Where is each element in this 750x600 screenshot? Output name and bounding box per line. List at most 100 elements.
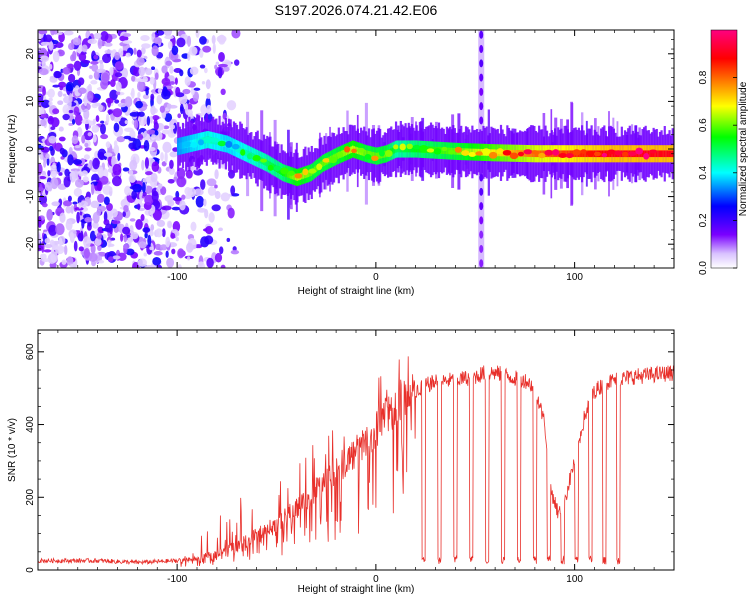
noise-blob — [150, 172, 158, 183]
noise-blob — [46, 209, 53, 221]
noise-blob — [149, 230, 154, 237]
ridge-core — [266, 159, 269, 167]
ridge-core — [181, 142, 185, 149]
ridge-blob — [419, 144, 428, 152]
ridge-blob — [329, 156, 338, 164]
noise-blob — [132, 66, 141, 77]
noise-blob — [114, 61, 124, 70]
noise-blob — [111, 175, 122, 187]
noise-blob — [87, 252, 98, 262]
noise-blob — [77, 87, 87, 95]
noise-blob — [108, 243, 115, 247]
ridge-core — [410, 145, 414, 153]
ridge-core — [469, 148, 472, 156]
noise-blob — [89, 230, 96, 242]
noise-blob — [76, 211, 80, 224]
noise-blob — [205, 226, 214, 235]
ridge-core — [472, 148, 476, 156]
ridge-blob — [197, 139, 205, 146]
noise-blob — [91, 63, 99, 72]
noise-blob — [220, 264, 226, 268]
ridge-core — [530, 150, 533, 157]
ridge-blob — [356, 147, 366, 153]
noise-blob — [230, 249, 240, 255]
noise-blob — [121, 67, 129, 79]
noise-blob — [151, 66, 156, 71]
noise-blob — [136, 57, 145, 66]
ridge-core — [363, 149, 366, 157]
noise-blob — [220, 192, 231, 202]
spike-blob — [479, 244, 484, 253]
spike-blob — [479, 73, 484, 82]
noise-blob — [169, 65, 174, 74]
noise-blob — [219, 246, 224, 255]
spike-blob — [479, 259, 484, 268]
noise-blob — [52, 84, 60, 88]
y-tick-label: 0 — [25, 146, 36, 152]
noise-blob — [49, 63, 53, 70]
colorbar-tick-label: 0.2 — [698, 213, 709, 227]
noise-blob — [81, 44, 88, 53]
noise-blob — [38, 163, 43, 175]
noise-blob — [153, 37, 163, 44]
ridge-core — [649, 150, 652, 158]
ridge-core — [293, 173, 296, 180]
noise-blob — [65, 81, 74, 92]
noise-blob — [216, 35, 227, 43]
noise-blob — [70, 205, 74, 214]
spike-blob — [479, 230, 484, 239]
noise-blob — [161, 89, 171, 100]
noise-blob — [179, 200, 186, 211]
ridge-core — [237, 146, 240, 153]
spike-blob — [479, 30, 484, 39]
noise-blob — [102, 53, 112, 64]
ridge-core — [571, 150, 574, 158]
noise-blob — [51, 201, 60, 207]
y-tick-label: 600 — [25, 343, 36, 360]
noise-blob — [58, 126, 64, 132]
noise-blob — [144, 157, 150, 169]
noise-blob — [153, 122, 159, 131]
noise-blob — [105, 141, 111, 149]
noise-blob — [226, 100, 237, 111]
noise-blob — [142, 94, 150, 100]
ridge-blob — [635, 147, 644, 155]
noise-blob — [112, 163, 122, 176]
noise-blob — [137, 133, 144, 141]
ridge-blob — [287, 170, 295, 176]
ridge-blob — [246, 153, 253, 160]
noise-blob — [203, 198, 207, 207]
noise-blob — [92, 134, 97, 143]
noise-blob — [137, 91, 141, 98]
noise-blob — [200, 179, 206, 190]
ridge-core — [642, 150, 646, 158]
noise-blob — [57, 100, 64, 106]
ridge-blob — [252, 155, 261, 162]
x-tick-label: -100 — [167, 272, 187, 283]
noise-blob — [100, 120, 105, 124]
noise-blob — [171, 45, 179, 56]
noise-blob — [177, 264, 182, 268]
noise-blob — [215, 61, 220, 65]
noise-blob — [122, 226, 131, 235]
ridge-core — [377, 152, 380, 160]
noise-blob — [99, 59, 104, 64]
noise-blob — [124, 96, 133, 108]
noise-blob — [38, 244, 44, 252]
noise-blob — [39, 184, 43, 195]
spike-blob — [479, 59, 484, 68]
ridge-blob — [351, 148, 357, 154]
noise-blob — [130, 231, 139, 240]
noise-blob — [73, 60, 82, 71]
noise-blob — [131, 75, 136, 82]
ridge-blob — [406, 143, 413, 150]
y-tick-label: 400 — [25, 416, 36, 433]
ridge-core — [665, 150, 668, 158]
ridge-blob — [203, 136, 213, 144]
ridge-core — [579, 150, 582, 158]
noise-blob — [57, 90, 63, 98]
colorbar-gradient — [711, 30, 737, 268]
ridge-blob — [273, 165, 282, 171]
noise-blob — [125, 52, 131, 58]
